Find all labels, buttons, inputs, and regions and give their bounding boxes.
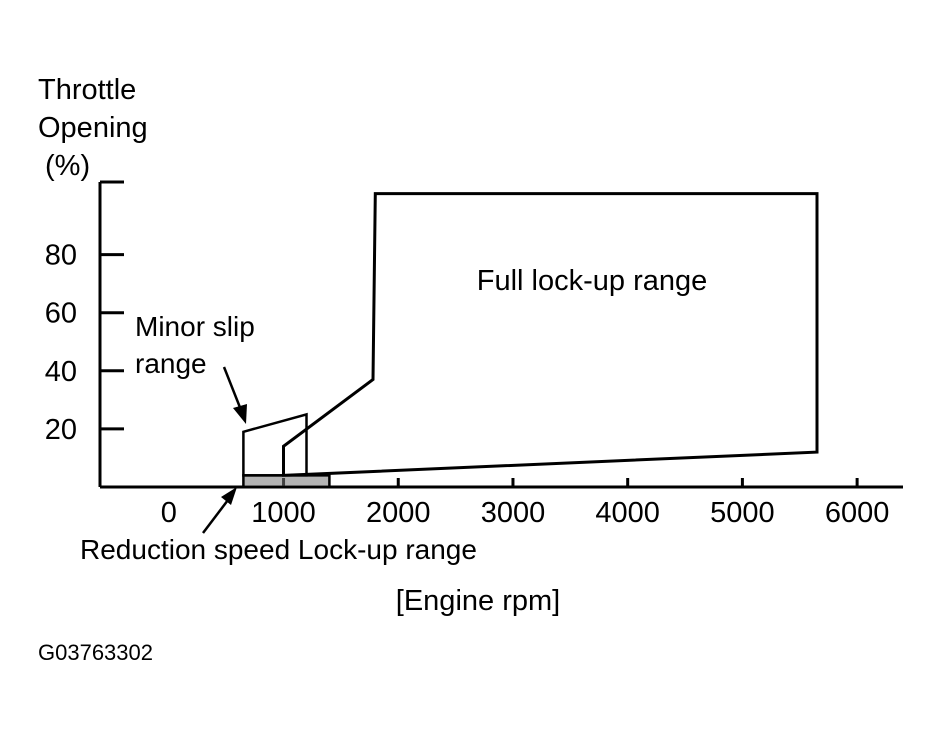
figure-id: G03763302 (38, 640, 153, 665)
minor-slip-arrow (222, 366, 247, 424)
minor-slip-region (242, 412, 308, 477)
full-lockup-region (282, 192, 819, 477)
regions (242, 192, 819, 489)
x-tick-label-1000: 1000 (251, 497, 316, 529)
full-lockup-label: Full lock-up range (477, 265, 708, 297)
x-axis-title: [Engine rpm] (396, 585, 560, 617)
x-tick-label-3000: 3000 (481, 497, 546, 529)
y-axis-title-line-1: Throttle (38, 74, 136, 106)
y-tick-label-60: 60 (45, 298, 77, 330)
reduction-speed-label: Reduction speed Lock-up range (80, 534, 477, 565)
minor-slip-label-line-2: range (135, 348, 207, 379)
y-tick-label-40: 40 (45, 356, 77, 388)
x-tick-label-2000: 2000 (366, 497, 431, 529)
x-tick-label-0: 0 (161, 497, 177, 529)
y-tick-label-80: 80 (45, 240, 77, 272)
axes (98, 182, 903, 489)
y-axis-title-line-3: (%) (45, 150, 90, 182)
x-tick-label-4000: 4000 (595, 497, 660, 529)
y-axis-title: Throttle Opening (%) (38, 74, 148, 182)
y-axis-title-line-2: Opening (38, 112, 148, 144)
reduction-speed-arrow (202, 487, 237, 534)
x-tick-label-6000: 6000 (825, 497, 890, 529)
y-tick-label-20: 20 (45, 414, 77, 446)
x-tick-label-5000: 5000 (710, 497, 775, 529)
reduction-speed-lockup-region (242, 474, 331, 489)
y-ticks: 20 40 60 80 (45, 180, 124, 446)
x-ticks: 0 1000 2000 3000 4000 5000 6000 (161, 478, 890, 529)
minor-slip-label-line-1: Minor slip (135, 311, 255, 342)
